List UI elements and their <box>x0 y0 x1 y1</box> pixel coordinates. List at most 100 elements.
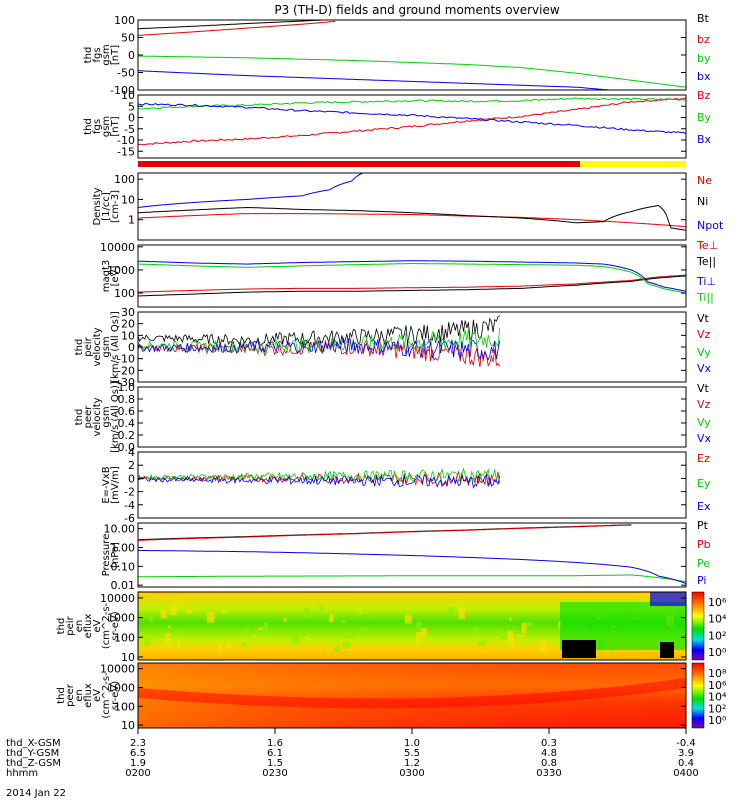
time-axis-value: 0200 <box>125 768 150 779</box>
legend-entry: Te⊥ <box>696 239 718 252</box>
spectrogram-cell <box>333 646 341 653</box>
legend-entry: Vz <box>697 328 711 341</box>
spectrogram-cell <box>343 641 351 649</box>
plot-area-efield <box>138 467 501 490</box>
spectrogram-cell <box>144 639 151 646</box>
legend-entry: Vt <box>697 312 710 325</box>
y-axis-label: Pressure <box>101 534 112 577</box>
series-line-Ti⊥ <box>138 260 686 292</box>
spectrogram-cell <box>359 612 362 615</box>
colorbar-tick-label: 10⁴ <box>708 691 727 704</box>
y-axis-label: velocity <box>92 397 103 436</box>
y-tick-label: -15 <box>117 145 135 158</box>
panel-efield: 420-2-4-6 E=-VxB[mV/m] Ez Ey Ex <box>101 446 711 525</box>
y-tick-label: 10 <box>121 651 135 664</box>
time-axis-value: -0.4 <box>676 738 696 749</box>
y-tick-label: -30 <box>117 376 135 389</box>
series-line-By <box>138 97 686 110</box>
y-axis-label: thd <box>74 339 85 356</box>
time-axis-value: 1.2 <box>404 758 420 769</box>
y-axis-label: magt3 <box>101 260 112 293</box>
y-tick-label: 0 <box>128 472 135 485</box>
y-tick-label: 1000 <box>107 612 135 625</box>
y-tick-label: 30 <box>121 306 135 319</box>
time-axis-value: 0330 <box>536 768 561 779</box>
y-tick-label: -6 <box>124 512 135 525</box>
plot-area-fgs_gsm <box>138 20 686 90</box>
y-tick-label: 1000 <box>107 681 135 694</box>
spectrogram-region <box>650 592 686 606</box>
legend-entry: Pt <box>697 519 709 532</box>
time-axis: thd_X-GSM 2.3 1.6 1.0 0.3 -0.4 thd_Y-GSM 6.5 6.1… <box>6 728 699 779</box>
colorbar <box>691 662 705 729</box>
spectrogram-cell <box>206 611 215 623</box>
legend-entry: bz <box>697 33 710 46</box>
legend-entry: by <box>697 52 711 65</box>
series-line-Npot <box>138 173 363 208</box>
spectrogram-cell <box>516 634 525 638</box>
series-line-Ey <box>138 467 501 483</box>
time-axis-row-label: thd_Y-GSM <box>6 748 59 759</box>
series-line-Ne <box>138 213 686 228</box>
y-axis-label: [nT] <box>110 116 121 136</box>
y-axis-label: sr-eV) <box>110 611 121 640</box>
series-line-Vy <box>138 328 501 354</box>
legend-entry: Pi <box>697 574 706 587</box>
y-tick-label: 10000 <box>100 592 135 605</box>
panel-frame <box>137 591 687 661</box>
y-axis-label: [cm-3] <box>110 190 121 223</box>
spectrogram-cell <box>539 640 547 652</box>
mode-bar-segment <box>580 161 686 167</box>
y-axis-label: E=-VxB <box>101 466 112 503</box>
legend-entry: Vx <box>697 432 712 445</box>
panel-frame <box>137 386 687 448</box>
series-line-Pi <box>138 549 686 585</box>
spectrogram-cell <box>302 607 309 618</box>
legend-entry: Bx <box>697 133 712 146</box>
y-tick-label: -5 <box>124 123 135 136</box>
y-tick-label: 0.6 <box>118 405 136 418</box>
spectrogram-cell <box>243 628 251 635</box>
series-line-Vx <box>138 337 501 361</box>
y-axis-label: [km/s (All Qs)] <box>110 311 121 383</box>
spectrogram-cell <box>416 622 422 631</box>
spectrogram-cell <box>370 611 373 618</box>
plot-area-density <box>138 173 686 231</box>
y-tick-label: 0.10 <box>111 560 136 573</box>
plot-area-pressure <box>138 524 686 585</box>
colorbar-tick-label: 10⁰ <box>708 646 727 659</box>
y-tick-label: -10 <box>117 353 135 366</box>
y-axis-label: gsm <box>101 116 112 137</box>
colorbar-tick-label: 10² <box>708 702 726 715</box>
time-axis-value: 0300 <box>399 768 424 779</box>
y-tick-label: -2 <box>124 486 135 499</box>
legend-entry: Te|| <box>696 255 716 268</box>
y-axis-label: peer <box>65 683 76 707</box>
legend-entry: Vz <box>697 398 711 411</box>
y-tick-label: 1.0 <box>118 381 136 394</box>
spectrogram-cell <box>226 642 232 650</box>
series-line-Ni <box>138 204 686 231</box>
spectrogram-cell <box>493 628 501 632</box>
panel-peer_velocity: 1.00.80.60.40.20.0 thdpeervelocitygsm[km/… <box>74 381 712 454</box>
y-axis-label: en <box>74 620 85 633</box>
y-axis-label: fgs <box>92 47 103 62</box>
spectrogram-cell <box>525 622 533 628</box>
y-tick-label: 100 <box>114 700 135 713</box>
spectrogram-cell <box>221 610 227 614</box>
panel-frame <box>137 244 687 308</box>
time-axis-value: 1.6 <box>267 738 283 749</box>
time-axis-value: 0.4 <box>678 758 694 769</box>
y-axis-label: gsm <box>101 406 112 427</box>
plot-area-fgs_gsm_zoom <box>138 97 686 146</box>
spectrogram-cell <box>168 625 171 629</box>
y-axis-label: peir <box>83 336 94 356</box>
y-tick-label: 0.4 <box>118 417 136 430</box>
y-tick-label: -4 <box>124 499 135 512</box>
y-tick-label: 1 <box>128 214 135 227</box>
y-axis-label: (cm^2-s- <box>101 672 112 719</box>
